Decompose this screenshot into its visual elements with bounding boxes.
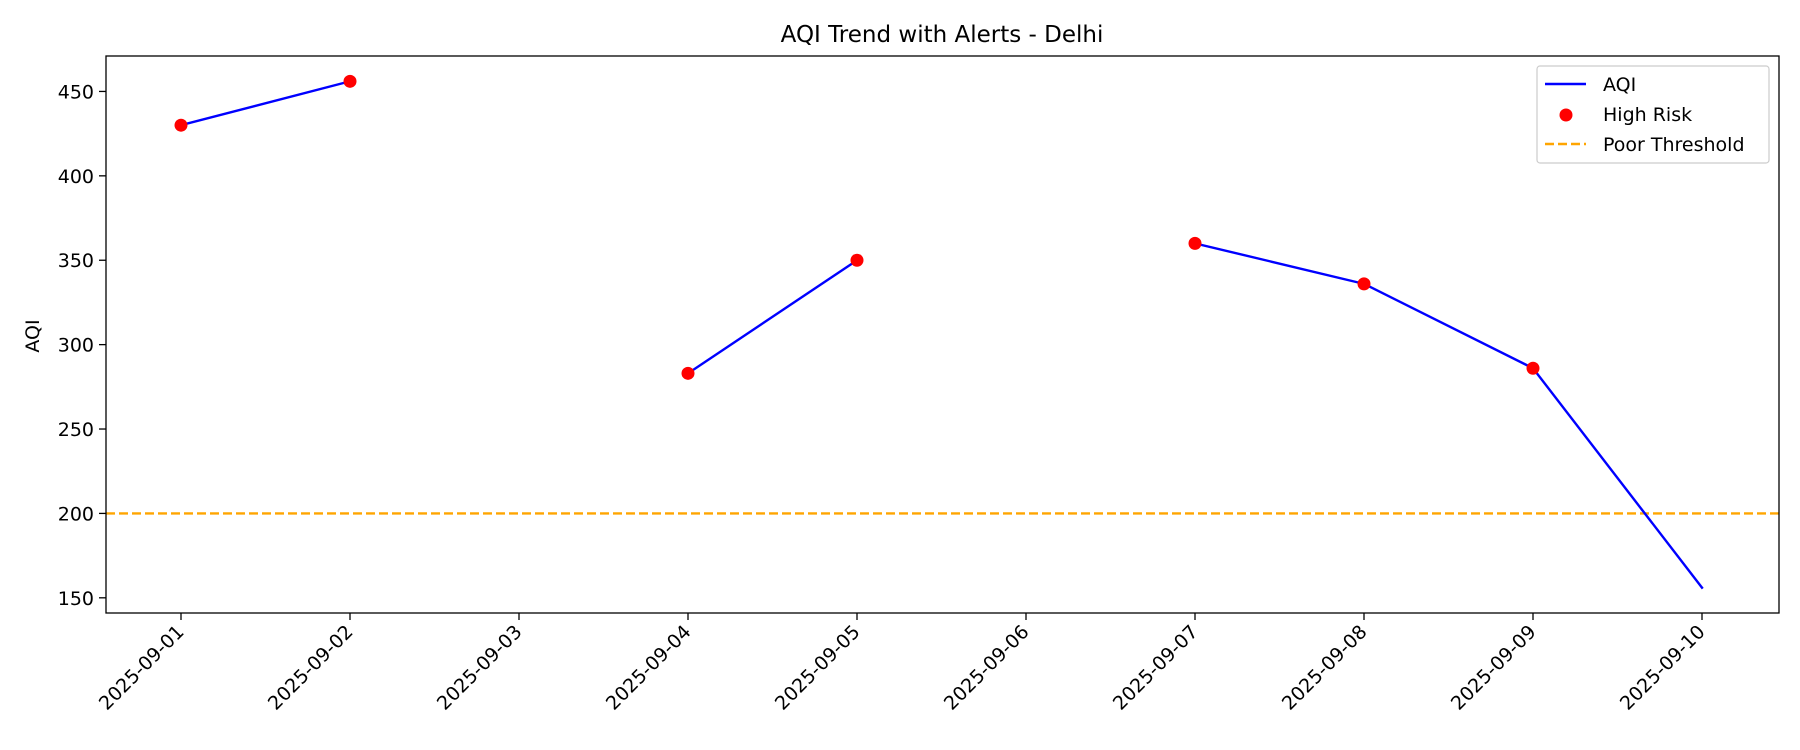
y-tick-label-350: 350 — [58, 250, 94, 272]
y-tick-label-200: 200 — [58, 503, 94, 525]
x-tick-label-2025-09-03: 2025-09-03 — [433, 621, 527, 715]
aqi-line-segment-1 — [179, 79, 352, 127]
aqi-line-segment-2 — [686, 258, 859, 375]
x-tick-label-2025-09-10: 2025-09-10 — [1616, 621, 1710, 715]
x-tick-label-2025-09-06: 2025-09-06 — [940, 621, 1034, 715]
x-tick-label-2025-09-05: 2025-09-05 — [771, 621, 865, 715]
high-risk-point-2025-09-09 — [1526, 361, 1540, 375]
x-tick-label-2025-09-08: 2025-09-08 — [1278, 621, 1372, 715]
legend: AQI High Risk Poor Threshold — [1536, 65, 1770, 164]
y-tick-label-300: 300 — [58, 335, 94, 357]
aqi-line-segment-3 — [1193, 241, 1704, 590]
high-risk-point-2025-09-04 — [681, 366, 695, 380]
x-tick-label-2025-09-04: 2025-09-04 — [602, 621, 696, 715]
plot-frame — [105, 55, 1780, 614]
y-tick-label-450: 450 — [58, 81, 94, 103]
x-tick-label-2025-09-01: 2025-09-01 — [95, 621, 189, 715]
high-risk-point-2025-09-05 — [850, 253, 864, 267]
plot-area: 150 200 250 300 350 400 450 2025-09-01 2025-09-0… — [58, 55, 1780, 715]
high-risk-point-2025-09-01 — [174, 118, 188, 132]
x-tick-label-2025-09-02: 2025-09-02 — [264, 621, 358, 715]
chart-title: AQI Trend with Alerts - Delhi — [781, 22, 1104, 48]
x-tick-label-2025-09-09: 2025-09-09 — [1447, 621, 1541, 715]
high-risk-point-2025-09-07 — [1188, 236, 1202, 250]
legend-label-aqi: AQI — [1603, 74, 1636, 96]
y-tick-label-250: 250 — [58, 419, 94, 441]
legend-box — [1536, 65, 1770, 164]
y-axis-title: AQI — [22, 319, 44, 352]
legend-label-high-risk: High Risk — [1603, 104, 1692, 126]
legend-swatch-high-risk — [1559, 108, 1573, 122]
y-tick-label-400: 400 — [58, 166, 94, 188]
x-tick-label-2025-09-07: 2025-09-07 — [1109, 621, 1203, 715]
high-risk-point-2025-09-08 — [1357, 277, 1371, 291]
y-tick-label-150: 150 — [58, 588, 94, 610]
high-risk-point-2025-09-02 — [343, 74, 357, 88]
legend-label-poor-threshold: Poor Threshold — [1603, 134, 1745, 156]
